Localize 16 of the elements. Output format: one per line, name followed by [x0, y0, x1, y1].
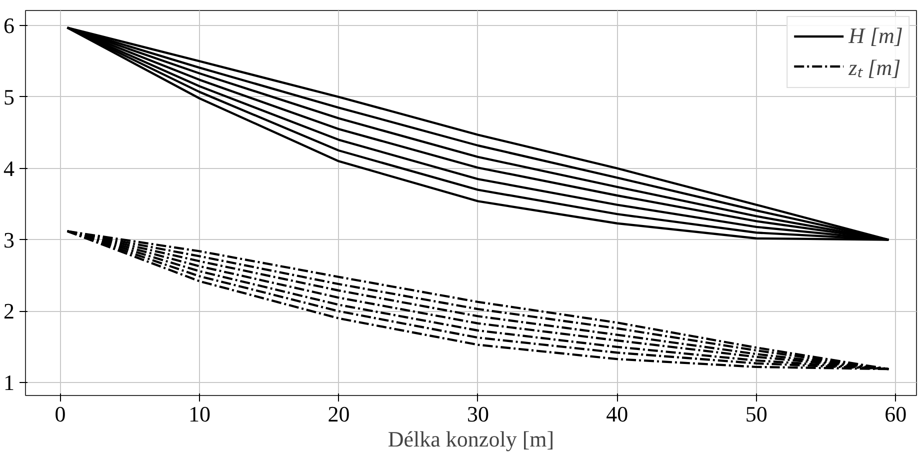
y-tick-label: 2 [4, 298, 14, 324]
x-tick-label: 30 [466, 402, 489, 426]
x-axis-title: Délka konzoly [m] [388, 426, 554, 452]
y-tick-label: 1 [4, 370, 14, 396]
y-tick-label: 4 [4, 156, 14, 181]
y-tick-label: 5 [4, 84, 14, 110]
x-tick-label: 10 [188, 402, 211, 426]
x-tick-label: 0 [54, 402, 66, 426]
x-tick-label: 60 [884, 402, 907, 426]
y-tick-label: 6 [4, 13, 14, 38]
legend-label: H [m] [848, 23, 903, 49]
x-tick-label: 50 [745, 402, 768, 426]
legend-label: zₜ [m] [848, 54, 901, 81]
x-tick-label: 20 [328, 402, 350, 426]
y-tick-label: 3 [4, 227, 14, 252]
x-tick-label: 40 [606, 402, 628, 426]
